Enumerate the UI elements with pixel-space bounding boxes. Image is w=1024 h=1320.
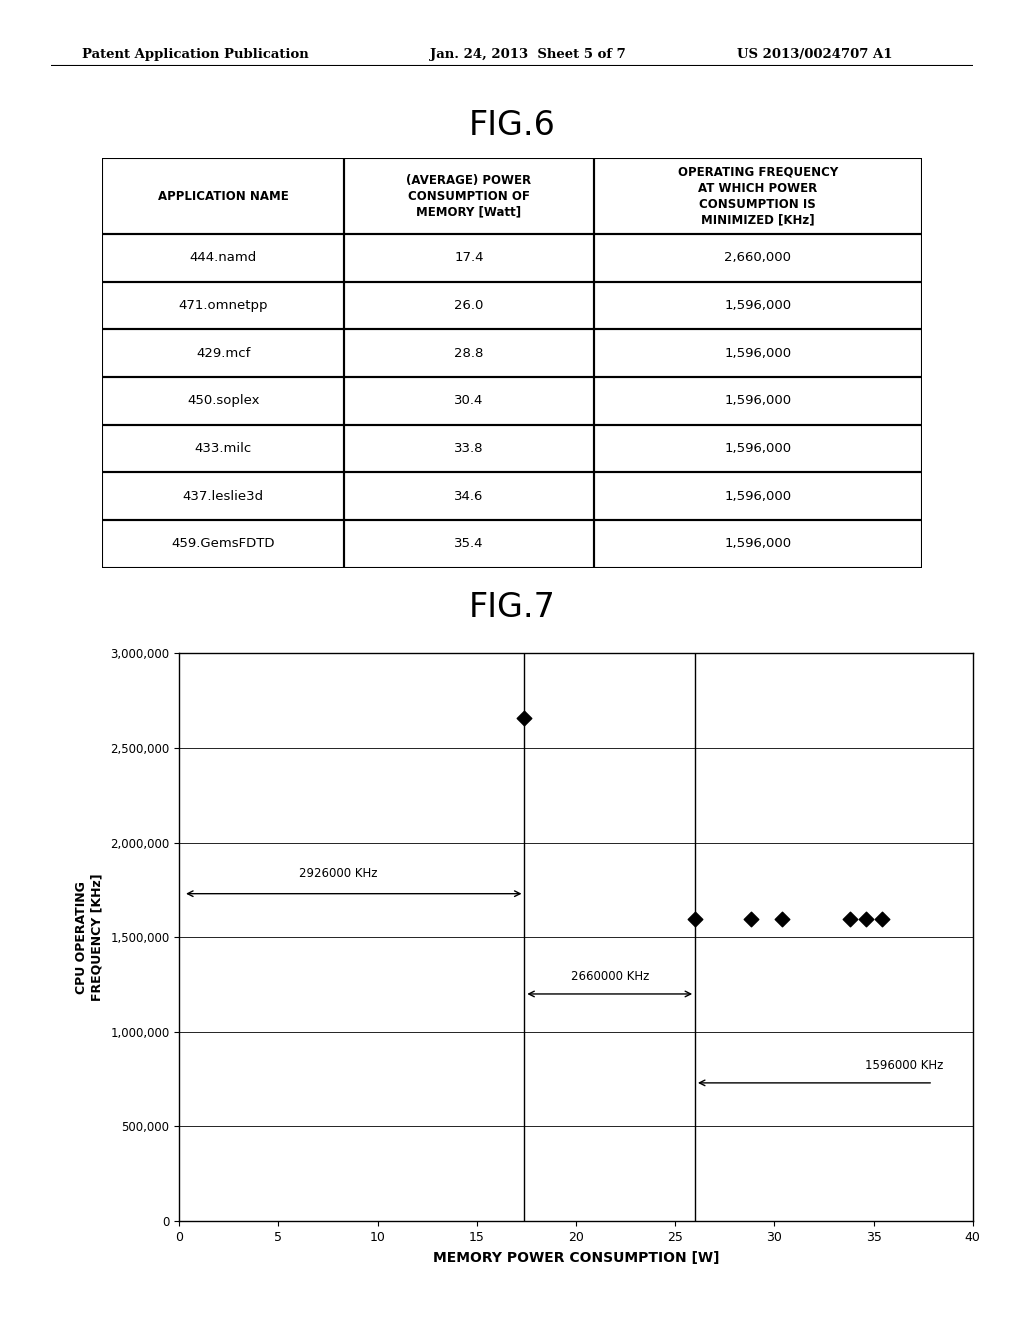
Text: Patent Application Publication: Patent Application Publication — [82, 48, 308, 61]
Text: 450.soplex: 450.soplex — [187, 395, 259, 408]
Bar — [102, 378, 344, 425]
Text: 429.mcf: 429.mcf — [196, 347, 251, 360]
Point — [516, 708, 532, 729]
Bar — [344, 473, 594, 520]
Bar — [102, 473, 344, 520]
Text: FIG.7: FIG.7 — [469, 590, 555, 623]
Bar — [102, 234, 344, 281]
Text: 444.namd: 444.namd — [189, 251, 257, 264]
Text: 30.4: 30.4 — [455, 395, 483, 408]
Text: 33.8: 33.8 — [455, 442, 483, 455]
Y-axis label: CPU OPERATING
FREQUENCY [KHz]: CPU OPERATING FREQUENCY [KHz] — [76, 874, 103, 1001]
Text: (AVERAGE) POWER
CONSUMPTION OF
MEMORY [Watt]: (AVERAGE) POWER CONSUMPTION OF MEMORY [W… — [407, 174, 531, 219]
Bar — [102, 425, 344, 473]
X-axis label: MEMORY POWER CONSUMPTION [W]: MEMORY POWER CONSUMPTION [W] — [433, 1250, 719, 1265]
Bar — [102, 158, 344, 234]
Text: 1,596,000: 1,596,000 — [724, 300, 792, 312]
Text: Jan. 24, 2013  Sheet 5 of 7: Jan. 24, 2013 Sheet 5 of 7 — [430, 48, 626, 61]
Text: APPLICATION NAME: APPLICATION NAME — [158, 190, 289, 203]
Text: 1,596,000: 1,596,000 — [724, 537, 792, 550]
Point — [742, 908, 759, 929]
Text: 1596000 KHz: 1596000 KHz — [864, 1059, 943, 1072]
Bar — [594, 281, 922, 330]
Text: 459.GemsFDTD: 459.GemsFDTD — [171, 537, 275, 550]
Text: 1,596,000: 1,596,000 — [724, 442, 792, 455]
Bar — [102, 281, 344, 330]
Bar — [594, 330, 922, 378]
Bar — [594, 425, 922, 473]
Bar — [344, 158, 594, 234]
Bar — [344, 425, 594, 473]
Text: 35.4: 35.4 — [455, 537, 483, 550]
Text: 437.leslie3d: 437.leslie3d — [182, 490, 264, 503]
Bar — [344, 520, 594, 568]
Text: OPERATING FREQUENCY
AT WHICH POWER
CONSUMPTION IS
MINIMIZED [KHz]: OPERATING FREQUENCY AT WHICH POWER CONSU… — [678, 166, 838, 227]
Bar — [102, 520, 344, 568]
Point — [857, 908, 873, 929]
Bar — [344, 234, 594, 281]
Text: 17.4: 17.4 — [455, 251, 483, 264]
Text: 1,596,000: 1,596,000 — [724, 490, 792, 503]
Bar — [102, 330, 344, 378]
Text: US 2013/0024707 A1: US 2013/0024707 A1 — [737, 48, 893, 61]
Text: 2,660,000: 2,660,000 — [724, 251, 792, 264]
Bar — [594, 158, 922, 234]
Point — [774, 908, 791, 929]
Text: 34.6: 34.6 — [455, 490, 483, 503]
Bar — [594, 520, 922, 568]
Bar — [344, 281, 594, 330]
Text: 26.0: 26.0 — [455, 300, 483, 312]
Text: 1,596,000: 1,596,000 — [724, 347, 792, 360]
Text: FIG.6: FIG.6 — [469, 108, 555, 141]
Bar — [344, 378, 594, 425]
Bar — [344, 330, 594, 378]
Point — [842, 908, 858, 929]
Text: 1,596,000: 1,596,000 — [724, 395, 792, 408]
Text: 433.milc: 433.milc — [195, 442, 252, 455]
Text: 2926000 KHz: 2926000 KHz — [299, 867, 377, 880]
Text: 2660000 KHz: 2660000 KHz — [570, 970, 649, 982]
Bar — [594, 473, 922, 520]
Text: 471.omnetpp: 471.omnetpp — [178, 300, 268, 312]
Point — [873, 908, 890, 929]
Point — [687, 908, 703, 929]
Bar — [594, 378, 922, 425]
Text: 28.8: 28.8 — [455, 347, 483, 360]
Bar — [594, 234, 922, 281]
